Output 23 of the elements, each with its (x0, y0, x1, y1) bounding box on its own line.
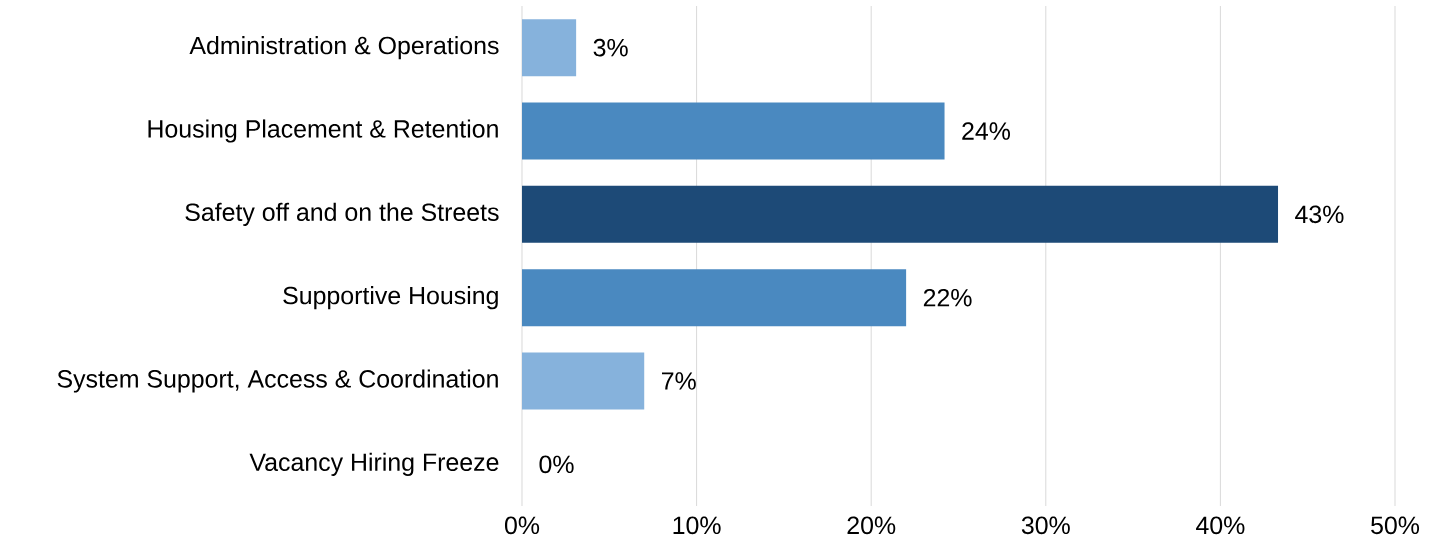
y-tick-label: Vacancy Hiring Freeze (249, 452, 499, 476)
y-tick-label: System Support, Access & Coordination (57, 369, 498, 393)
x-tick-label: 40% (1196, 516, 1245, 535)
y-tick-label: Supportive Housing (283, 286, 498, 310)
bar (522, 352, 645, 410)
bar (522, 19, 577, 77)
data-label: 43% (1295, 205, 1344, 224)
x-tick-label: 10% (673, 516, 721, 535)
x-tick-label: 50% (1371, 516, 1420, 535)
x-tick-label: 0% (504, 516, 540, 535)
y-tick-label: Administration & Operations (189, 36, 499, 60)
y-tick-label: Housing Placement & Retention (148, 119, 498, 143)
x-tick-label: 20% (847, 516, 896, 535)
data-label: 24% (962, 122, 1010, 140)
x-tick-label: 30% (1021, 516, 1070, 535)
bar (522, 185, 1279, 243)
bar (522, 269, 907, 327)
y-tick-label: Safety off and on the Streets (185, 202, 499, 226)
bar (522, 102, 945, 160)
data-label: 7% (662, 372, 696, 390)
data-label: 0% (539, 455, 574, 474)
data-label: 3% (593, 38, 628, 57)
data-label: 22% (923, 288, 972, 307)
